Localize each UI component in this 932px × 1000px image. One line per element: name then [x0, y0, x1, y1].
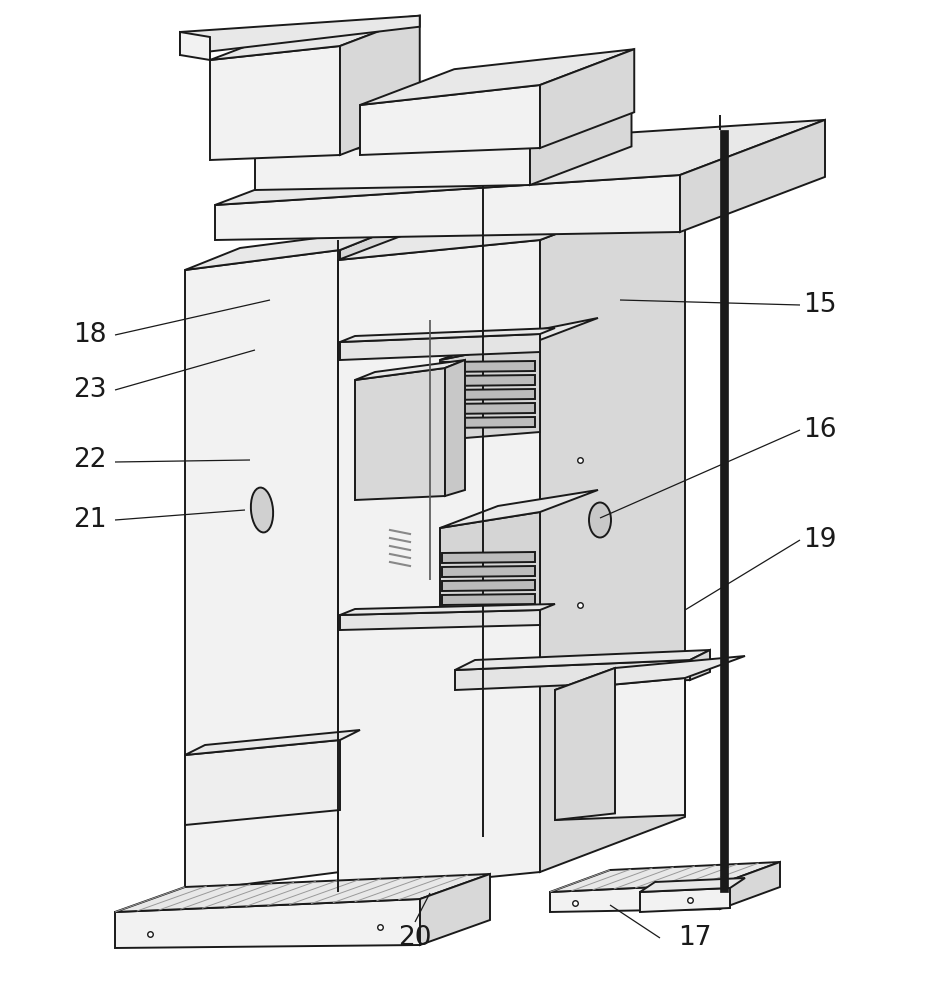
Polygon shape: [210, 16, 419, 60]
Polygon shape: [185, 740, 340, 825]
Text: 15: 15: [803, 292, 837, 318]
Polygon shape: [455, 660, 690, 690]
Text: 20: 20: [398, 925, 432, 951]
Polygon shape: [442, 375, 535, 386]
Polygon shape: [555, 656, 745, 690]
Polygon shape: [340, 16, 419, 155]
Polygon shape: [115, 899, 420, 948]
Polygon shape: [340, 604, 555, 615]
Text: 16: 16: [803, 417, 837, 443]
Text: 17: 17: [678, 925, 712, 951]
Text: 18: 18: [74, 322, 107, 348]
Polygon shape: [338, 185, 685, 260]
Polygon shape: [550, 862, 780, 892]
Polygon shape: [442, 417, 535, 428]
Polygon shape: [540, 49, 635, 148]
Polygon shape: [440, 490, 598, 528]
Polygon shape: [115, 874, 490, 912]
Polygon shape: [530, 98, 632, 185]
Polygon shape: [720, 130, 728, 892]
Polygon shape: [640, 878, 745, 892]
Polygon shape: [680, 120, 825, 232]
Polygon shape: [210, 46, 340, 160]
Polygon shape: [215, 175, 680, 240]
Polygon shape: [440, 340, 540, 440]
Polygon shape: [360, 49, 635, 105]
Text: 19: 19: [803, 527, 837, 553]
Polygon shape: [355, 368, 445, 500]
Polygon shape: [360, 85, 540, 155]
Polygon shape: [255, 137, 530, 190]
Text: 22: 22: [74, 447, 107, 473]
Polygon shape: [640, 888, 730, 912]
Polygon shape: [442, 361, 535, 372]
Polygon shape: [185, 250, 340, 892]
Polygon shape: [340, 334, 540, 360]
Polygon shape: [440, 318, 598, 360]
Polygon shape: [442, 403, 535, 414]
Polygon shape: [442, 580, 535, 591]
Polygon shape: [442, 389, 535, 400]
Polygon shape: [185, 730, 360, 755]
Polygon shape: [690, 650, 710, 680]
Polygon shape: [255, 98, 632, 155]
Polygon shape: [445, 360, 465, 496]
Polygon shape: [420, 874, 490, 945]
Polygon shape: [180, 32, 210, 60]
Polygon shape: [340, 228, 395, 872]
Polygon shape: [355, 360, 465, 380]
Polygon shape: [720, 862, 780, 909]
Polygon shape: [550, 884, 720, 912]
Polygon shape: [442, 552, 535, 563]
Polygon shape: [340, 610, 540, 630]
Polygon shape: [442, 566, 535, 577]
Text: 21: 21: [74, 507, 107, 533]
Polygon shape: [180, 16, 419, 55]
Polygon shape: [442, 594, 535, 605]
Polygon shape: [455, 650, 710, 670]
Polygon shape: [555, 668, 615, 820]
Polygon shape: [338, 240, 540, 892]
Polygon shape: [540, 185, 685, 872]
Text: 23: 23: [74, 377, 107, 403]
Polygon shape: [440, 512, 540, 617]
Ellipse shape: [589, 502, 611, 538]
Polygon shape: [215, 120, 825, 205]
Polygon shape: [555, 678, 685, 820]
Polygon shape: [185, 228, 395, 270]
Ellipse shape: [251, 488, 273, 532]
Polygon shape: [340, 328, 555, 342]
